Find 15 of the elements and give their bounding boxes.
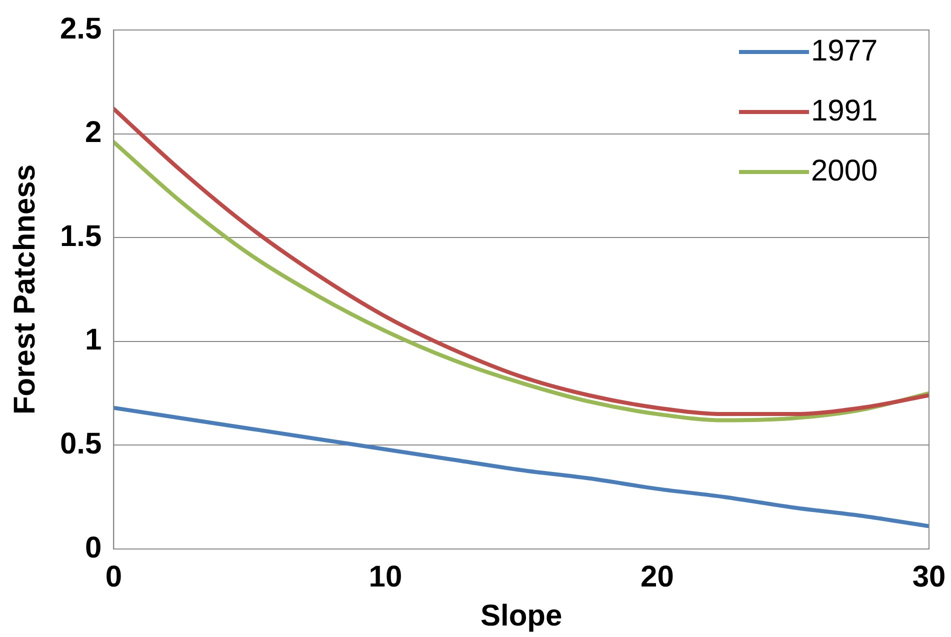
y-tick-label: 1.5	[60, 220, 102, 253]
legend-label: 1977	[811, 34, 878, 68]
y-tick-label: 2.5	[60, 12, 102, 46]
y-axis-title: Forest Patchness	[8, 164, 42, 415]
x-axis-title: Slope	[480, 599, 562, 632]
x-tick-label: 20	[640, 560, 674, 594]
y-tick-label: 0.5	[60, 427, 102, 460]
legend-label: 2000	[811, 154, 878, 188]
y-tick-label: 2	[85, 116, 102, 150]
legend-label: 1991	[811, 94, 878, 128]
x-tick-label: 10	[368, 560, 402, 594]
y-tick-label: 0	[85, 531, 102, 564]
x-tick-label: 30	[912, 560, 946, 594]
y-tick-label: 1	[85, 324, 102, 357]
line-series	[114, 406, 929, 528]
